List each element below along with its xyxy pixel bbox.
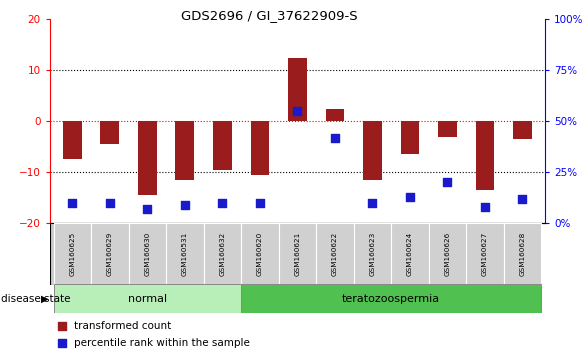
Text: GSM160625: GSM160625	[69, 232, 76, 276]
Bar	[429, 223, 466, 285]
Text: teratozoospermia: teratozoospermia	[342, 294, 440, 304]
Text: GSM160621: GSM160621	[294, 232, 301, 276]
Point	[481, 204, 490, 210]
Bar	[363, 121, 382, 180]
Text: GSM160626: GSM160626	[444, 232, 451, 276]
Text: GSM160632: GSM160632	[219, 232, 226, 276]
Text: GDS2696 / GI_37622909-S: GDS2696 / GI_37622909-S	[181, 9, 358, 22]
Text: GSM160622: GSM160622	[332, 232, 338, 276]
Point	[331, 135, 340, 140]
Bar	[175, 121, 194, 180]
Point	[292, 108, 302, 114]
Text: GSM160623: GSM160623	[369, 232, 376, 276]
Text: disease state: disease state	[1, 294, 71, 304]
Text: ▶: ▶	[40, 294, 48, 304]
Text: GSM160627: GSM160627	[482, 232, 488, 276]
Point	[142, 206, 152, 212]
Bar	[138, 121, 156, 195]
Bar	[213, 121, 231, 170]
Point	[67, 200, 77, 205]
Bar	[63, 121, 81, 159]
Text: GSM160624: GSM160624	[407, 232, 413, 276]
Point	[105, 200, 114, 205]
Bar	[466, 223, 504, 285]
Text: normal: normal	[128, 294, 167, 304]
Bar	[241, 223, 278, 285]
Point	[180, 202, 189, 207]
Point	[255, 200, 264, 205]
Bar	[476, 121, 495, 190]
Bar	[391, 223, 429, 285]
Bar	[513, 121, 532, 139]
Bar	[241, 284, 541, 313]
Bar	[91, 223, 128, 285]
Text: GSM160628: GSM160628	[519, 232, 526, 276]
Bar	[53, 284, 241, 313]
Text: percentile rank within the sample: percentile rank within the sample	[74, 338, 250, 348]
Text: GSM160629: GSM160629	[107, 232, 113, 276]
Bar	[316, 223, 354, 285]
Bar	[100, 121, 119, 144]
Bar	[354, 223, 391, 285]
Bar	[288, 58, 307, 121]
Bar	[438, 121, 457, 137]
Bar	[401, 121, 420, 154]
Bar	[166, 223, 203, 285]
Bar	[250, 121, 269, 175]
Point	[368, 200, 377, 205]
Bar	[128, 223, 166, 285]
Bar	[326, 109, 345, 121]
Text: GSM160620: GSM160620	[257, 232, 263, 276]
Text: GSM160630: GSM160630	[144, 232, 151, 276]
Bar	[504, 223, 541, 285]
Point	[406, 111, 415, 116]
Bar	[278, 223, 316, 285]
Point	[406, 263, 415, 269]
Point	[443, 179, 452, 185]
Point	[518, 196, 527, 201]
Text: transformed count: transformed count	[74, 321, 171, 331]
Bar	[53, 223, 91, 285]
Point	[217, 200, 227, 205]
Point	[406, 194, 415, 199]
Bar	[203, 223, 241, 285]
Text: GSM160531: GSM160531	[182, 232, 188, 276]
